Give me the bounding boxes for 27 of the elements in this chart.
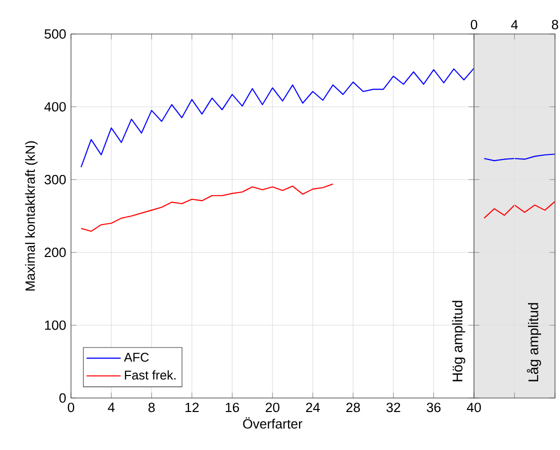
x-tick-label: 12 (186, 402, 199, 412)
x-tick-label: 8 (552, 20, 558, 30)
x-tick-label: 36 (426, 402, 441, 412)
x-axis-title: Överfarter (243, 417, 302, 429)
x-tick-label: 32 (386, 402, 400, 412)
x-tick-label: 4 (511, 20, 518, 30)
y-axis-title: Maximal kontaktkraft (kN) (25, 141, 38, 290)
legend-label: AFC (124, 352, 149, 362)
y-tick-label: 400 (44, 102, 66, 112)
x-tick-label: 28 (346, 402, 360, 412)
x-tick-label: 24 (306, 402, 320, 412)
x-tick-label: 16 (226, 402, 240, 412)
x-tick-label: 0 (68, 402, 74, 412)
x-tick-label: 20 (266, 402, 280, 412)
x-tick-label: 4 (108, 402, 115, 412)
y-tick-label: 500 (44, 29, 66, 39)
band-label: Låg amplitud (526, 303, 542, 382)
line-series (80, 68, 474, 168)
y-tick-label: 200 (44, 248, 66, 258)
y-tick-label: 0 (59, 393, 66, 403)
legend-label: Fast frek. (124, 370, 176, 380)
x-tick-label: 0 (470, 20, 478, 30)
y-tick-label: 100 (45, 320, 66, 330)
x-tick-label: 8 (148, 402, 155, 412)
annotation: Hög amplitud (452, 300, 466, 382)
x-tick-label: 40 (466, 402, 481, 412)
y-tick-label: 300 (44, 174, 66, 184)
